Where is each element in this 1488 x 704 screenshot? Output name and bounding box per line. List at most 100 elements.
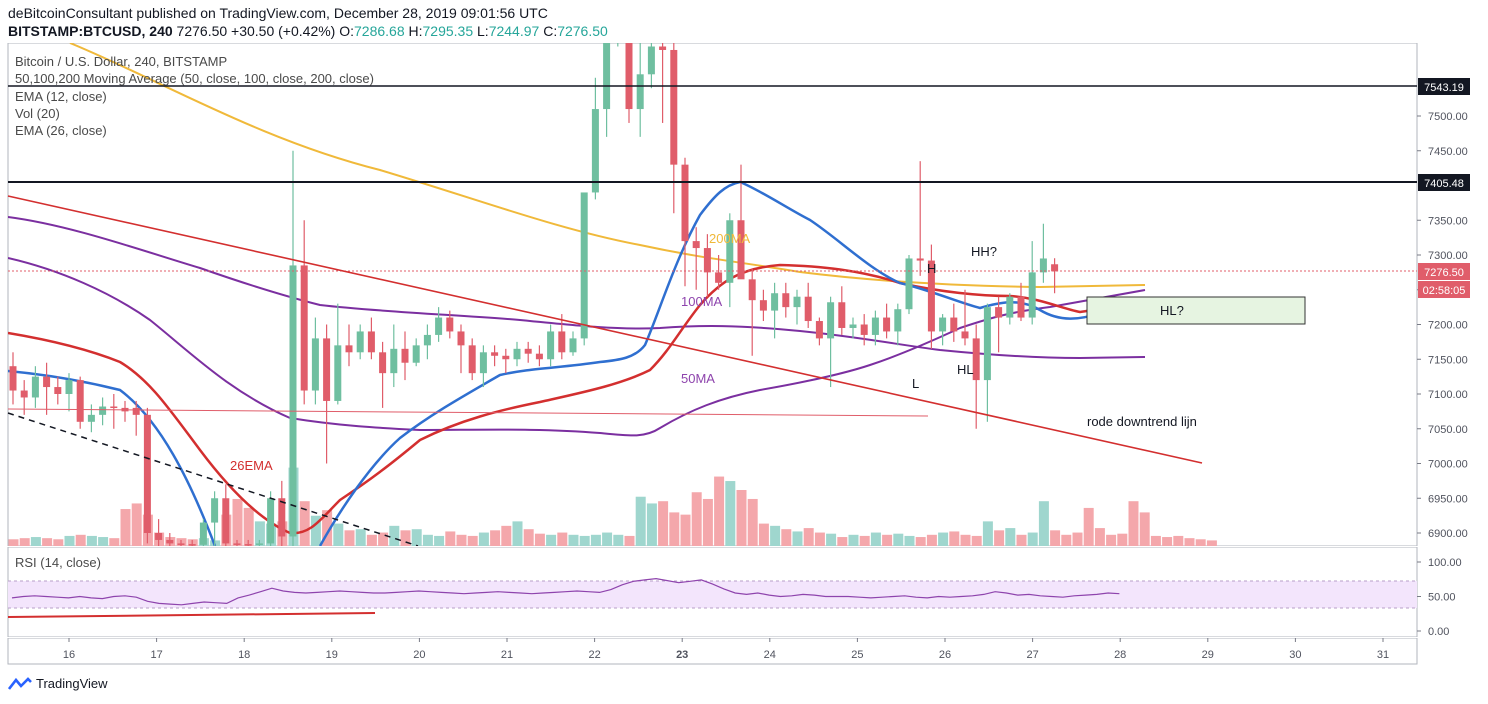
rsi-axis[interactable]: 100.00 50.00 0.00 (1417, 557, 1462, 637)
candle[interactable] (905, 255, 913, 315)
candle[interactable] (334, 303, 342, 405)
candle[interactable] (871, 310, 879, 346)
legend-ema12[interactable]: EMA (12, close) (15, 89, 107, 104)
candle[interactable] (939, 314, 947, 346)
candle[interactable] (569, 331, 577, 356)
candle[interactable] (423, 324, 431, 360)
candle[interactable] (199, 519, 207, 546)
candle[interactable] (390, 324, 398, 388)
candle[interactable] (1051, 258, 1059, 294)
candle[interactable] (479, 345, 487, 388)
candle[interactable] (535, 345, 543, 367)
rsi-trend-line[interactable] (7, 612, 376, 618)
candle[interactable] (166, 533, 174, 546)
candle[interactable] (412, 338, 420, 367)
candle[interactable] (468, 338, 476, 381)
candle[interactable] (1006, 293, 1014, 325)
candle[interactable] (715, 255, 723, 290)
candle[interactable] (659, 43, 667, 123)
candle[interactable] (860, 314, 868, 346)
candle[interactable] (401, 331, 409, 381)
candle[interactable] (972, 324, 980, 429)
candle[interactable] (591, 77, 599, 200)
candle[interactable] (76, 376, 84, 429)
candle[interactable] (883, 303, 891, 339)
candle[interactable] (255, 539, 263, 546)
candle[interactable] (356, 324, 364, 360)
tradingview-logo[interactable]: TradingView (8, 676, 108, 691)
candle[interactable] (1017, 282, 1025, 322)
dashed-trend-line[interactable] (7, 412, 419, 546)
candle[interactable] (1039, 223, 1047, 283)
candle[interactable] (491, 345, 499, 367)
price-axis[interactable]: 7500.007450.007350.007300.007250.007200.… (1417, 111, 1468, 540)
candle[interactable] (446, 310, 454, 339)
candle[interactable] (367, 317, 375, 360)
candle[interactable] (748, 268, 756, 356)
candle[interactable] (143, 407, 151, 544)
legend-ema26[interactable]: EMA (26, close) (15, 123, 107, 138)
rsi-chart[interactable]: 100.00 50.00 0.00 (0, 547, 1488, 637)
candle[interactable] (603, 43, 611, 137)
candle[interactable] (558, 314, 566, 360)
candle[interactable] (995, 296, 1003, 353)
candle[interactable] (849, 317, 857, 339)
candle[interactable] (323, 324, 331, 464)
candle[interactable] (636, 43, 644, 137)
candle[interactable] (9, 352, 17, 405)
candle[interactable] (233, 539, 241, 546)
candle[interactable] (211, 491, 219, 546)
candle[interactable] (771, 282, 779, 339)
time-axis[interactable]: 16 17 18 19 20 21 22 23 24 25 26 27 28 29 30 31 (0, 638, 1488, 668)
candle[interactable] (703, 234, 711, 297)
candle[interactable] (99, 397, 107, 426)
candle[interactable] (502, 348, 510, 374)
support-line-thin[interactable] (7, 408, 929, 417)
candle[interactable] (950, 303, 958, 342)
candle[interactable] (300, 220, 308, 405)
candle[interactable] (31, 366, 39, 408)
candle[interactable] (916, 161, 924, 276)
candle[interactable] (726, 213, 734, 308)
rsi-legend[interactable]: RSI (14, close) (15, 555, 101, 570)
candle[interactable] (692, 227, 700, 290)
candle[interactable] (155, 519, 163, 546)
candle[interactable] (961, 289, 969, 346)
candle[interactable] (188, 539, 196, 546)
candle[interactable] (1028, 241, 1036, 325)
candle[interactable] (793, 289, 801, 325)
candle[interactable] (457, 324, 465, 374)
candle[interactable] (815, 317, 823, 346)
candle[interactable] (132, 400, 140, 436)
candle[interactable] (547, 324, 555, 367)
candle[interactable] (827, 296, 835, 388)
candle[interactable] (177, 539, 185, 546)
candle[interactable] (983, 303, 991, 422)
candle[interactable] (311, 317, 319, 405)
candle[interactable] (435, 307, 443, 342)
candle[interactable] (222, 484, 230, 546)
candle[interactable] (804, 282, 812, 328)
candle[interactable] (278, 480, 286, 546)
candle[interactable] (838, 286, 846, 335)
hl-zone-box[interactable] (1086, 296, 1306, 325)
candle[interactable] (267, 491, 275, 546)
candle[interactable] (289, 150, 297, 546)
candle[interactable] (670, 43, 678, 214)
downtrend-line[interactable] (7, 195, 1203, 464)
candle[interactable] (87, 404, 95, 433)
candle[interactable] (524, 341, 532, 363)
candle[interactable] (379, 341, 387, 408)
candle[interactable] (110, 394, 118, 429)
candle[interactable] (43, 362, 51, 415)
candle[interactable] (681, 157, 689, 287)
legend-ma[interactable]: 50,100,200 Moving Average (50, close, 10… (15, 71, 374, 86)
candle[interactable] (345, 324, 353, 367)
candle[interactable] (580, 192, 588, 346)
candle[interactable] (759, 289, 767, 322)
candle[interactable] (244, 539, 252, 546)
candle[interactable] (782, 282, 790, 318)
candle[interactable] (625, 43, 633, 123)
candle[interactable] (647, 43, 655, 89)
candle[interactable] (65, 373, 73, 412)
